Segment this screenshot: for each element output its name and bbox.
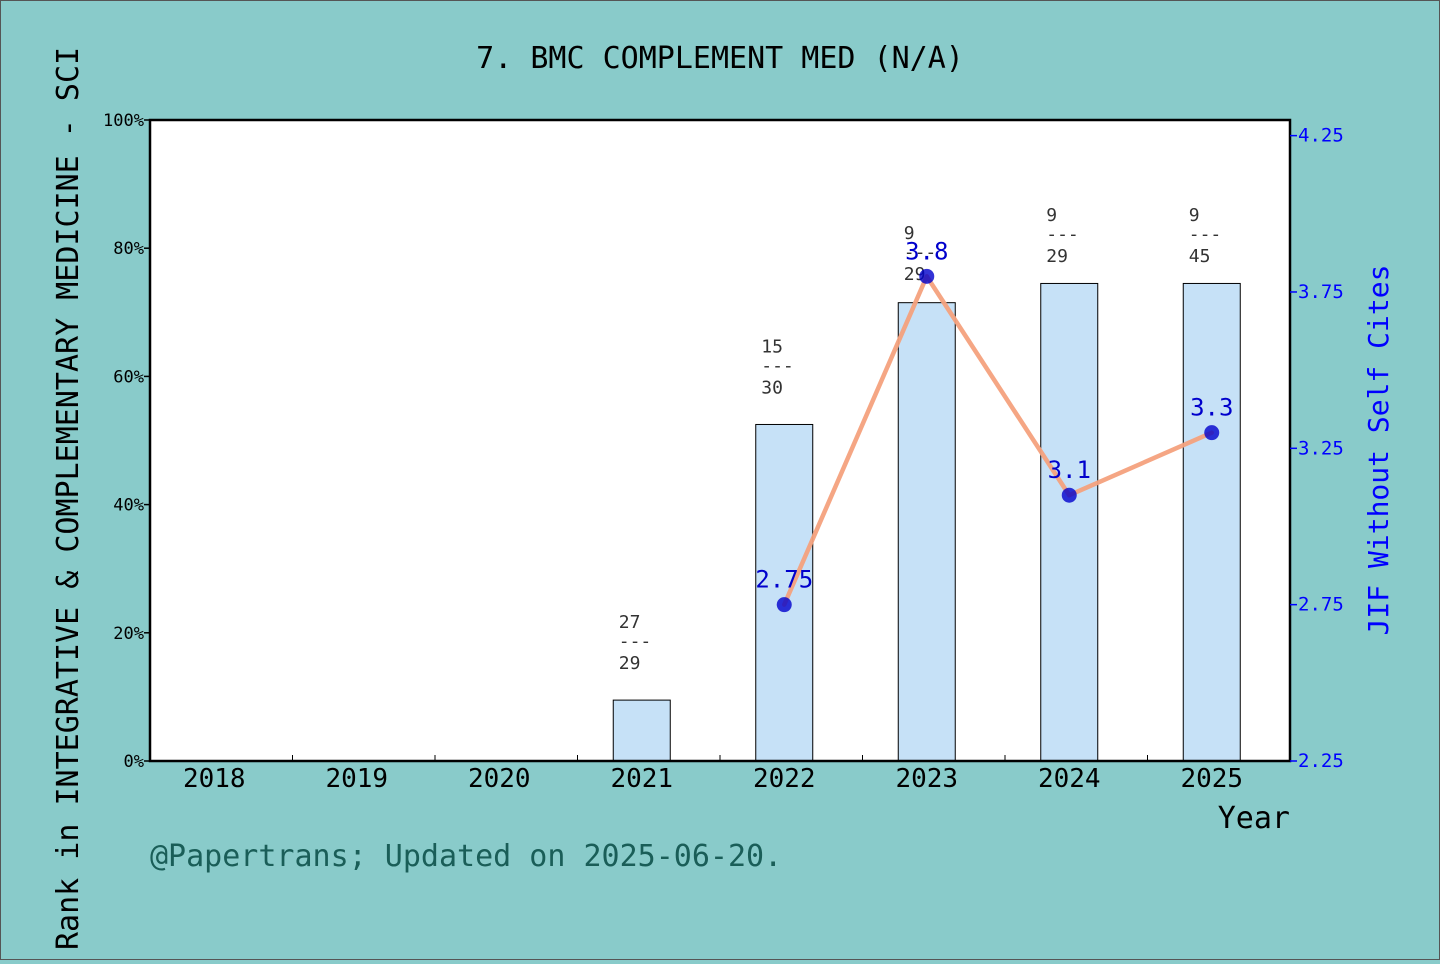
right-tick-label: 3.75 <box>1298 281 1344 303</box>
rank-position: 15 <box>761 336 783 357</box>
jif-point-2022 <box>776 597 792 613</box>
chart-title: 7. BMC COMPLEMENT MED (N/A) <box>476 41 964 76</box>
rank-total: 29 <box>1046 246 1068 267</box>
x-axis: 2018 2019 2020 2021 2022 2023 2024 2025 <box>149 755 1243 794</box>
left-tick-label: 40% <box>113 496 144 516</box>
right-axis: 2.25 2.75 3.25 3.75 4.25 <box>1290 125 1344 772</box>
bar-2023 <box>897 302 956 762</box>
right-tick-label: 4.25 <box>1298 125 1344 147</box>
rank-total: 45 <box>1189 246 1211 267</box>
x-tick-label-2021: 2021 <box>610 764 673 794</box>
rank-position: 9 <box>1046 205 1057 226</box>
jif-value-label: 2.75 <box>755 566 813 594</box>
left-tick-label: 100% <box>103 111 144 131</box>
rank-position: 27 <box>619 612 641 633</box>
rank-total: 30 <box>761 377 783 398</box>
bar-2022 <box>755 423 814 762</box>
rank-position: 9 <box>1189 205 1200 226</box>
jif-value-label: 3.3 <box>1190 394 1233 422</box>
x-tick-label-2024: 2024 <box>1038 764 1101 794</box>
jif-value-label: 3.8 <box>905 237 948 265</box>
y-axis-title: Rank in INTEGRATIVE & COMPLEMENTARY MEDI… <box>51 47 86 950</box>
footer-note: @Papertrans; Updated on 2025-06-20. <box>150 839 782 874</box>
plot-area <box>150 120 1290 761</box>
rank-total: 29 <box>619 653 641 674</box>
right-tick-label: 3.25 <box>1298 437 1344 459</box>
rank-separator: --- <box>1189 224 1222 245</box>
left-tick-label: 80% <box>113 239 144 259</box>
x-tick-label-2020: 2020 <box>468 764 531 794</box>
x-tick-label-2023: 2023 <box>895 764 958 794</box>
rank-separator: --- <box>1046 224 1079 245</box>
jif-point-2024 <box>1061 487 1077 503</box>
jif-point-2025 <box>1204 425 1220 441</box>
x-tick-label-2019: 2019 <box>325 764 388 794</box>
jif-line: 2.75 3.8 3.1 3.3 <box>755 237 1233 613</box>
rank-separator: --- <box>904 242 937 263</box>
rank-total: 29 <box>904 264 926 285</box>
bars <box>612 282 1241 762</box>
left-tick-label: 0% <box>124 752 144 772</box>
left-tick-label: 20% <box>113 624 144 644</box>
left-axis: 0% 20% 40% 60% 80% 100% <box>103 111 150 772</box>
bar-2025 <box>1182 282 1241 762</box>
x-axis-title: Year <box>1218 801 1290 836</box>
rank-separator: --- <box>619 631 652 652</box>
jif-segment <box>1067 430 1214 498</box>
right-tick-label: 2.75 <box>1298 594 1344 616</box>
jif-point-2023 <box>919 268 935 284</box>
rank-position: 9 <box>904 223 915 244</box>
x-tick-label-2022: 2022 <box>753 764 816 794</box>
x-tick-label-2018: 2018 <box>183 764 246 794</box>
left-tick-label: 60% <box>113 367 144 387</box>
jif-segment <box>924 274 1072 498</box>
bar-2024 <box>1040 282 1099 762</box>
jif-value-label: 3.1 <box>1048 456 1091 484</box>
x-tick-label-2025: 2025 <box>1180 764 1243 794</box>
jif-segment <box>782 274 929 607</box>
rank-separator: --- <box>761 355 794 376</box>
bar-2021 <box>612 699 671 762</box>
y2-axis-title: JIF Without Self Cites <box>1362 265 1395 636</box>
right-tick-label: 2.25 <box>1298 750 1344 772</box>
